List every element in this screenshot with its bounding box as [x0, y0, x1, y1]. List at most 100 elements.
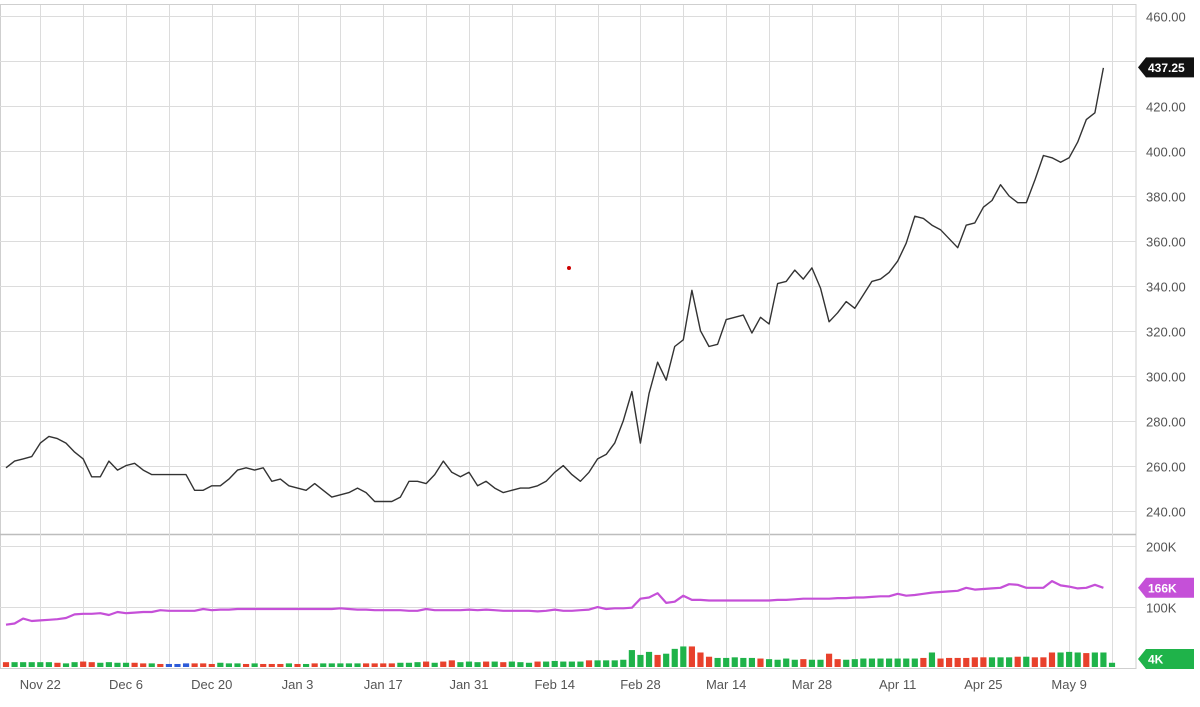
volume-bar	[242, 663, 250, 667]
volume-bar	[637, 654, 644, 667]
volume-bar	[757, 658, 764, 667]
volume-bar	[1083, 653, 1090, 667]
volume-bar	[200, 663, 207, 667]
volume-bar	[851, 659, 858, 667]
volume-bar	[208, 663, 215, 667]
volume-bar	[654, 654, 661, 667]
volume-bar	[28, 662, 35, 667]
volume-bar	[937, 658, 944, 667]
last-volume-tag-bg	[1138, 649, 1194, 669]
volume-bar	[1014, 656, 1021, 667]
volume-bar	[405, 662, 413, 667]
volume-bar	[2, 662, 10, 667]
volume-bar	[157, 663, 164, 667]
volume-bar	[122, 662, 130, 667]
volume-bar	[834, 659, 841, 667]
x-tick-label: Feb 14	[534, 677, 574, 692]
x-tick-label: Dec 6	[109, 677, 143, 692]
volume-bar	[577, 661, 584, 667]
volume-bar	[294, 663, 301, 667]
volume-bar	[388, 663, 395, 667]
volume-bar	[911, 658, 918, 667]
volume-bar	[603, 660, 610, 667]
volume-bar	[791, 659, 798, 667]
volume-bar	[1023, 656, 1030, 667]
x-tick-label: Mar 14	[706, 677, 746, 692]
price-line	[5, 67, 1105, 503]
last-price-tag: 437.25	[1148, 61, 1185, 75]
volume-bar	[645, 651, 653, 667]
volume-bar	[1108, 662, 1116, 667]
price-tick-label: 420.00	[1146, 100, 1186, 115]
value-tags: 437.25 166K 4K	[1138, 57, 1194, 669]
price-tick-label: 260.00	[1146, 460, 1186, 475]
volume-bar	[885, 658, 893, 667]
volume-bar	[620, 659, 627, 667]
volume-bar	[311, 663, 318, 667]
volume-bar	[320, 663, 327, 667]
volume-bar	[251, 663, 258, 667]
volume-bar	[611, 660, 618, 667]
volume-bar	[731, 657, 738, 667]
last-volume-tag: 4K	[1148, 653, 1164, 667]
volume-bar	[1048, 652, 1056, 667]
volume-average-tag: 166K	[1148, 581, 1177, 595]
volume-bar	[217, 662, 224, 667]
volume-bar	[260, 663, 267, 667]
volume-bar	[860, 658, 867, 667]
volume-average-tag-bg	[1138, 577, 1194, 598]
volume-bar	[285, 663, 293, 667]
volume-bar	[525, 662, 533, 667]
price-tick-label: 300.00	[1146, 370, 1186, 385]
x-tick-label: Jan 17	[364, 677, 403, 692]
volume-bar	[980, 657, 987, 667]
volume-bar	[688, 646, 695, 667]
volume-bar	[491, 661, 498, 667]
volume-bar	[843, 659, 850, 667]
volume-bar	[714, 657, 721, 667]
volume-bar	[80, 661, 87, 667]
x-tick-label: Apr 25	[964, 677, 1002, 692]
event-marker	[567, 266, 571, 270]
x-axis: Nov 22 Dec 6 Dec 20 Jan 3 Jan 17 Jan 31 Feb 14…	[20, 677, 1087, 692]
x-tick-label: Dec 20	[191, 677, 232, 692]
volume-bar	[903, 658, 910, 667]
volume-bar	[397, 662, 404, 667]
volume-bar	[774, 659, 781, 667]
volume-bar	[380, 663, 387, 667]
volume-bar	[20, 662, 27, 667]
volume-bar	[680, 646, 687, 667]
price-tick-label: 380.00	[1146, 190, 1186, 205]
volume-bar	[1040, 657, 1047, 667]
last-price-tag-bg	[1138, 57, 1194, 78]
volume-bar	[354, 663, 361, 667]
volume-bar	[114, 662, 121, 667]
volume-bar	[191, 663, 198, 667]
volume-bar	[954, 657, 961, 667]
volume-bar	[500, 662, 507, 667]
volume-bar	[414, 662, 421, 667]
volume-bar	[946, 657, 953, 667]
volume-bar	[71, 662, 78, 667]
volume-bar	[105, 662, 112, 667]
volume-bar	[800, 659, 807, 667]
volume-bar	[508, 661, 515, 667]
volume-bar	[165, 663, 172, 667]
volume-bar	[697, 652, 704, 667]
x-tick-label: May 9	[1051, 677, 1086, 692]
volume-bar	[1066, 651, 1073, 667]
volume-bar	[705, 656, 713, 667]
volume-bar	[1006, 657, 1013, 667]
volume-bar	[45, 662, 52, 667]
volume-bar	[302, 663, 310, 667]
volume-average-line	[5, 579, 1104, 626]
volume-bar	[371, 663, 378, 667]
volume-bar	[585, 660, 593, 667]
volume-bar	[1031, 657, 1038, 667]
volume-bar	[62, 663, 70, 667]
x-tick-label: Jan 3	[282, 677, 314, 692]
volume-bar	[337, 663, 344, 667]
volume-bar	[877, 658, 884, 667]
volume-bar	[174, 663, 181, 667]
